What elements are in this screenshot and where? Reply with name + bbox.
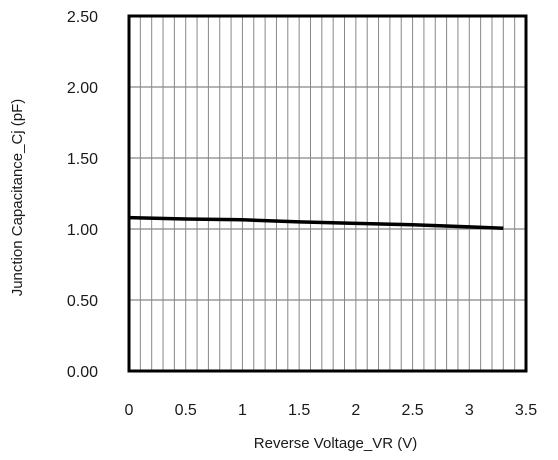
y-tick-label: 1.00 <box>67 222 98 239</box>
x-tick-label: 0 <box>125 402 134 419</box>
tick-labels: 0 0.5 1 1.5 2 2.5 3 3.5 0.00 0.50 1.00 1.50 2.00 2.50 <box>67 9 537 419</box>
series-line-0 <box>128 215 504 231</box>
x-tick-label: 2 <box>351 402 360 419</box>
x-tick-label: 3.5 <box>515 402 537 419</box>
x-tick-label: 2.5 <box>401 402 423 419</box>
plot-frame <box>127 14 528 373</box>
y-tick-label: 1.50 <box>67 151 98 168</box>
y-tick-label: 2.00 <box>67 80 98 97</box>
grid <box>129 16 526 371</box>
x-tick-label: 1 <box>238 402 247 419</box>
y-axis-label: Junction Capacitance_Cj (pF) <box>9 99 26 297</box>
y-tick-label: 0.50 <box>67 293 98 310</box>
y-tick-label: 2.50 <box>67 9 98 26</box>
series-layer <box>128 215 504 231</box>
x-tick-label: 3 <box>465 402 474 419</box>
x-tick-label: 1.5 <box>288 402 310 419</box>
x-axis-label: Reverse Voltage_VR (V) <box>254 435 417 452</box>
y-tick-label: 0.00 <box>67 364 98 381</box>
x-tick-label: 0.5 <box>175 402 197 419</box>
